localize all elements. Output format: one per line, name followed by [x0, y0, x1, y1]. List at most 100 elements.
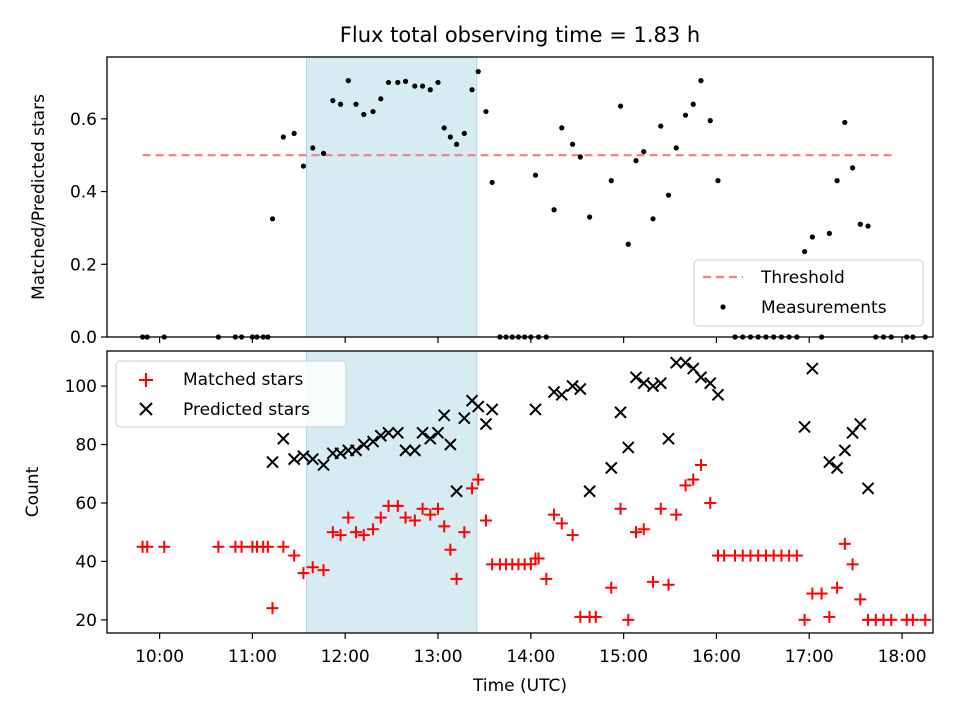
- measurements-point: [269, 216, 276, 222]
- predicted-stars-point: [605, 461, 618, 475]
- predicted-stars-point: [704, 376, 717, 390]
- top-observing-span: [306, 56, 478, 338]
- matched-stars-point: [919, 613, 932, 626]
- predicted-stars-point: [266, 455, 279, 469]
- matched-stars-point: [540, 572, 553, 585]
- matched-stars-point: [679, 479, 692, 492]
- measurements-point: [633, 158, 639, 164]
- measurements-point: [469, 87, 475, 93]
- measurements-point: [402, 78, 409, 84]
- matched-stars-point: [637, 523, 650, 536]
- measurements-point: [353, 101, 359, 107]
- x-tick-label: 16:00: [692, 647, 741, 667]
- measurements-point: [826, 230, 832, 236]
- measurements-point: [617, 103, 624, 109]
- bottom-y-axis-label: Count: [23, 466, 43, 517]
- measurements-point: [330, 98, 336, 104]
- predicted-stars-point: [399, 444, 412, 457]
- measurements-point: [690, 101, 696, 107]
- top-y-tick-label: 0.6: [70, 110, 97, 130]
- predicted-stars-point: [629, 371, 643, 384]
- measurements-point: [475, 68, 481, 75]
- matched-stars-point: [424, 508, 437, 521]
- measurements-point: [532, 172, 539, 178]
- predicted-stars-point: [374, 429, 387, 442]
- predicted-stars-point: [416, 426, 429, 440]
- x-tick-label: 15:00: [599, 647, 648, 667]
- x-tick-label: 13:00: [414, 647, 463, 667]
- predicted-stars-point: [566, 379, 579, 393]
- measurements-point: [320, 150, 327, 156]
- measurements-point: [559, 125, 565, 131]
- matched-stars-point: [432, 502, 445, 515]
- predicted-stars-point: [287, 452, 301, 466]
- matched-stars-point: [555, 517, 568, 530]
- predicted-stars-point: [334, 447, 347, 460]
- matched-stars-point: [288, 549, 301, 562]
- measurements-point: [625, 241, 631, 247]
- matched-stars-point: [589, 610, 602, 623]
- matched-stars-point: [718, 549, 731, 562]
- x-tick-label: 18:00: [878, 647, 927, 667]
- measurements-point: [587, 214, 593, 220]
- measurements-point: [337, 101, 344, 107]
- matched-stars-point: [306, 561, 319, 574]
- top-legend: Threshold Measurements: [693, 259, 924, 327]
- predicted-stars-point: [349, 444, 363, 457]
- measurements-point: [682, 112, 689, 118]
- matched-stars-point: [846, 558, 859, 571]
- matched-stars-point: [261, 540, 274, 553]
- bottom-panel: 20 40 60 80 100 10:00 11:00 12:00 13:00 14:00 15:…: [23, 350, 934, 696]
- matched-stars-point: [472, 473, 485, 486]
- predicted-stars-point: [357, 438, 370, 451]
- measurements-point: [395, 79, 401, 86]
- measurements-point: [673, 145, 679, 151]
- matched-stars-point: [687, 473, 700, 486]
- measurements-point: [447, 134, 453, 140]
- matched-stars-point: [342, 511, 355, 524]
- predicted-stars-point: [297, 449, 310, 463]
- predicted-stars-point: [711, 388, 725, 402]
- legend-predicted-swatch: [139, 402, 153, 416]
- predicted-stars-point: [306, 452, 319, 466]
- predicted-stars-point: [622, 441, 635, 454]
- x-tick-label: 14:00: [506, 647, 555, 667]
- predicted-stars-point: [555, 388, 568, 402]
- matched-stars-point: [357, 529, 370, 542]
- top-y-tick-label: 0.4: [70, 183, 97, 203]
- predicted-stars-point: [317, 458, 330, 472]
- bottom-plot-frame: [106, 350, 934, 634]
- predicted-stars-point: [646, 379, 660, 393]
- matched-stars-point: [399, 511, 412, 524]
- predicted-stars-point: [529, 403, 542, 416]
- matched-stars-point: [815, 587, 828, 600]
- measurements-point: [715, 178, 721, 184]
- matched-stars-point: [444, 543, 457, 556]
- measurements-point: [489, 179, 495, 186]
- x-tick-label: 12:00: [321, 647, 370, 667]
- predicted-stars-point: [444, 438, 457, 451]
- measurements-point: [300, 163, 307, 169]
- matched-stars-point: [823, 610, 836, 623]
- bottom-y-tick-label: 60: [75, 494, 97, 514]
- bottom-y-tick-label: 100: [65, 377, 97, 397]
- measurements-point: [441, 125, 447, 131]
- predicted-stars-point: [382, 426, 395, 440]
- x-tick-label: 10:00: [135, 647, 184, 667]
- top-y-axis-label: Matched/Predicted stars: [29, 94, 49, 300]
- matched-stars-point: [158, 540, 171, 553]
- measurements-point: [483, 108, 489, 115]
- legend-matched-label: Matched stars: [183, 370, 303, 390]
- measurements-point: [802, 248, 808, 255]
- predicted-stars-point: [391, 426, 405, 440]
- measurements-point: [280, 134, 286, 140]
- predicted-stars-point: [670, 356, 683, 369]
- matched-stars-point: [798, 613, 811, 626]
- predicted-stars-point: [838, 444, 852, 457]
- predicted-stars-point: [479, 417, 493, 431]
- matched-stars-point: [438, 520, 451, 533]
- legend-predicted-label: Predicted stars: [183, 400, 310, 420]
- top-plot-frame: [106, 56, 934, 338]
- bottom-y-tick-label: 40: [75, 552, 97, 572]
- matched-stars-point: [614, 502, 627, 515]
